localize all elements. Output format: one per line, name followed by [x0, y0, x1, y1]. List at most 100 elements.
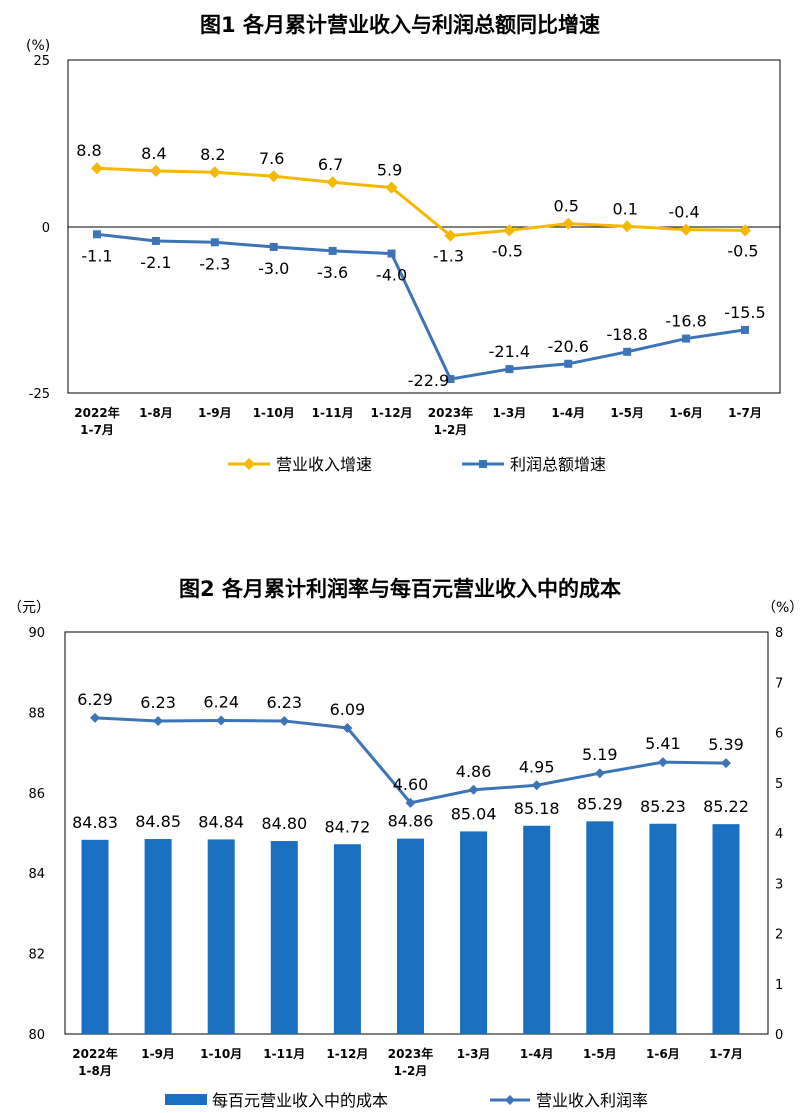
chart-1-x-tick-label: 1-7月 — [728, 406, 762, 420]
chart-2-y-left-tick-label: 82 — [28, 948, 45, 963]
chart-2-x-tick-label: 1-7月 — [709, 1047, 743, 1061]
chart-1-legend-revenue-marker — [243, 458, 255, 470]
chart-1-revenue-data-label: 7.6 — [259, 149, 284, 168]
chart-2-margin-data-label: 6.29 — [77, 690, 113, 709]
chart-1-revenue-point — [208, 166, 221, 179]
chart-1-y-tick-label: 0 — [42, 221, 50, 236]
chart-2-y-left-tick-label: 88 — [28, 706, 45, 721]
chart-1-revenue-point — [562, 217, 575, 230]
chart-1-profit-point — [269, 242, 278, 251]
chart-1-profit-point — [682, 334, 691, 343]
chart-2-legend-cost-label: 每百元营业收入中的成本 — [212, 1091, 388, 1110]
chart-1-x-tick-label: 1-3月 — [493, 406, 527, 420]
chart-1-profit-data-label: -18.8 — [606, 325, 647, 344]
chart-2-profit-margin-cost: 图2 各月累计利润率与每百元营业收入中的成本（元） （%）908886848280… — [8, 577, 800, 1110]
chart-2-cost-bar — [333, 844, 361, 1034]
chart-2-x-tick-label: 1-3月 — [457, 1047, 491, 1061]
chart-1-revenue-data-label: 0.1 — [612, 199, 637, 218]
chart-1-growth-rates: 图1 各月累计营业收入与利润总额同比增速 (%)25 0 -25 2022年 1-7月 1-… — [26, 13, 781, 474]
chart-2-x-tick-label: 2023年 1-2月 — [388, 1046, 433, 1078]
chart-2-y-right-unit: （%） — [762, 600, 800, 616]
chart-2-margin-point — [405, 797, 416, 808]
chart-2-margin-point — [90, 712, 100, 723]
chart-1-x-tick-label: 1-6月 — [669, 406, 703, 420]
chart-1-profit-point — [151, 236, 160, 245]
chart-2-margin-point — [216, 715, 227, 726]
chart-1-profit-data-label: -15.5 — [724, 303, 765, 322]
chart-2-y-right-tick-label: 0 — [775, 1028, 783, 1043]
chart-1-profit-point — [328, 246, 337, 255]
chart-2-margin-data-label: 6.09 — [330, 700, 366, 719]
chart-1-profit-data-label: -20.6 — [548, 337, 589, 356]
chart-2-cost-bar — [586, 821, 614, 1034]
chart-2-cost-bar — [397, 838, 424, 1034]
chart-1-revenue-point — [739, 224, 751, 237]
chart-2-y-right-tick-label: 7 — [775, 676, 783, 691]
chart-2-cost-data-label: 84.80 — [261, 814, 307, 833]
chart-2-margin-point — [531, 780, 542, 791]
chart-2-y-right-tick-label: 2 — [775, 928, 783, 943]
chart-2-margin-data-label: 6.23 — [266, 693, 302, 712]
chart-2-y-left-tick-label: 80 — [28, 1028, 45, 1043]
chart-1-revenue-point — [503, 224, 516, 237]
chart-2-cost-bar — [460, 831, 488, 1034]
chart-2-margin-data-label: 4.95 — [519, 757, 555, 776]
chart-2-cost-data-label: 84.86 — [388, 812, 434, 831]
chart-1-y-tick-label: -25 — [29, 387, 50, 402]
chart-2-cost-data-label: 85.22 — [703, 797, 749, 816]
chart-1-profit-point — [505, 365, 514, 374]
chart-1-profit-data-label: -16.8 — [665, 312, 706, 331]
chart-1-revenue-point — [621, 220, 634, 233]
chart-1-x-tick-label: 1-4月 — [551, 406, 585, 420]
chart-2-margin-data-label: 5.19 — [582, 745, 618, 764]
chart-1-profit-point — [210, 238, 219, 247]
chart-2-legend-cost-swatch — [165, 1094, 207, 1105]
chart-1-revenue-data-label: 5.9 — [377, 161, 402, 180]
chart-1-revenue-data-label: 8.4 — [141, 144, 166, 163]
chart-2-y-right-tick-label: 8 — [775, 626, 783, 641]
chart-1-series-revenue-line — [96, 166, 746, 238]
chart-1-revenue-point — [444, 229, 457, 242]
chart-2-margin-point — [594, 768, 605, 779]
chart-2-y-right-tick-label: 1 — [775, 978, 783, 993]
chart-1-revenue-data-label: 6.7 — [318, 155, 343, 174]
chart-2-margin-point — [342, 722, 353, 733]
chart-2-legend-margin-marker — [505, 1095, 515, 1105]
chart-2-y-right-tick-label: 5 — [775, 777, 783, 792]
chart-2-cost-bar — [270, 841, 298, 1034]
chart-1-revenue-data-label: -0.5 — [727, 241, 758, 260]
chart-1-y-tick-label: 25 — [33, 54, 50, 69]
chart-1-profit-data-label: -3.0 — [258, 259, 289, 278]
chart-2-margin-data-label: 6.24 — [203, 692, 239, 711]
chart-1-x-tick-label: 1-10月 — [253, 406, 295, 420]
chart-2-cost-data-label: 85.23 — [640, 797, 686, 816]
chart-2-margin-point — [153, 715, 164, 726]
chart-2-y-left-unit: （元） — [8, 600, 50, 616]
chart-1-revenue-point — [149, 164, 162, 177]
chart-1-x-tick-label: 1-11月 — [312, 406, 354, 420]
chart-1-revenue-data-label: -0.4 — [668, 203, 699, 222]
chart-2-y-right-tick-label: 3 — [775, 877, 783, 892]
chart-2-x-tick-label: 1-12月 — [326, 1047, 368, 1061]
chart-1-profit-data-label: -22.9 — [408, 371, 449, 390]
chart-2-margin-point — [721, 758, 731, 769]
chart-2-margin-data-label: 5.39 — [708, 735, 744, 754]
chart-1-revenue-data-label: 8.2 — [200, 145, 225, 164]
chart-2-title: 图2 各月累计利润率与每百元营业收入中的成本 — [179, 577, 621, 601]
chart-1-profit-point — [741, 325, 749, 334]
chart-2-cost-data-label: 84.84 — [198, 812, 244, 831]
chart-1-x-tick-label: 2023年 1-2月 — [428, 405, 473, 437]
chart-2-cost-bar — [523, 825, 551, 1034]
chart-2-margin-data-label: 6.23 — [140, 693, 176, 712]
chart-1-x-tick-label: 1-5月 — [610, 406, 644, 420]
chart-1-revenue-data-label: -1.3 — [433, 247, 464, 266]
chart-1-series-profit-line — [96, 232, 746, 381]
chart-2-y-left-tick-label: 86 — [28, 787, 45, 802]
chart-1-profit-data-label: -4.0 — [376, 266, 407, 285]
chart-1-revenue-data-label: 8.8 — [76, 141, 101, 160]
chart-2-margin-point — [657, 757, 668, 768]
chart-2-x-tick-label: 1-4月 — [520, 1047, 554, 1061]
chart-1-profit-point — [446, 375, 455, 384]
chart-1-y-unit: (%) — [26, 38, 50, 54]
